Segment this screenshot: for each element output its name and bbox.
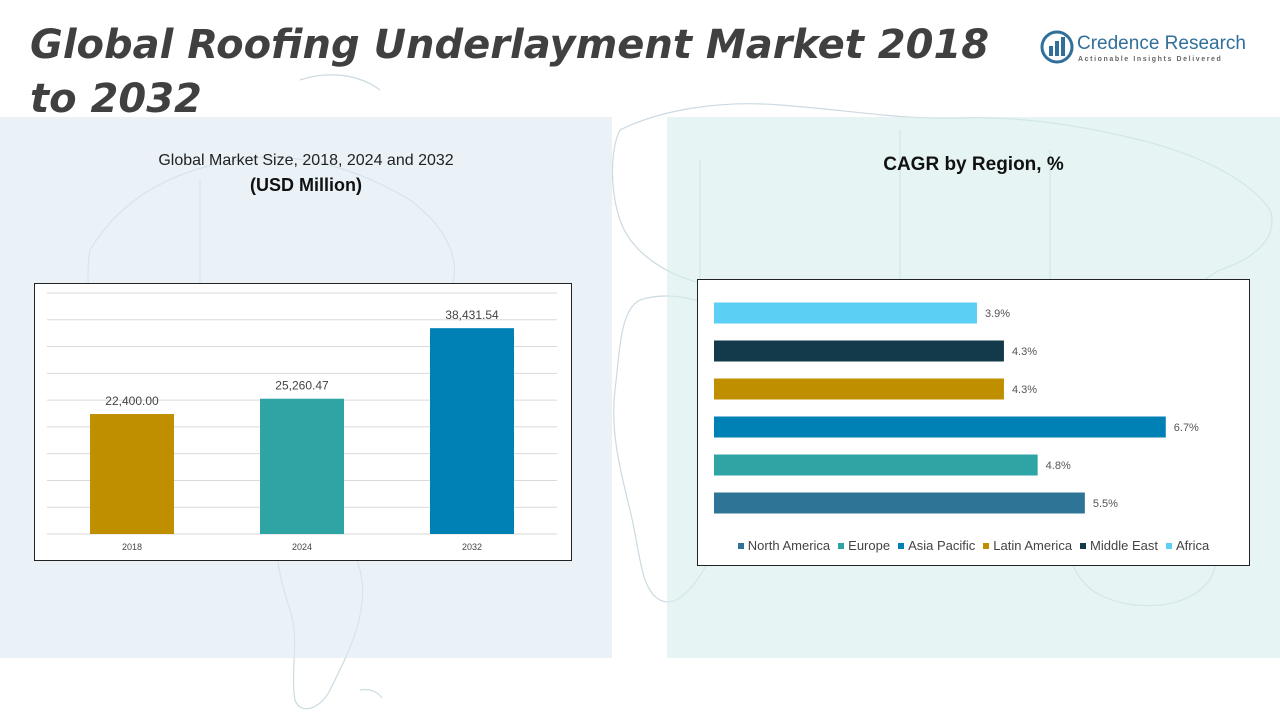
logo-tagline: Actionable Insights Delivered bbox=[1078, 56, 1223, 63]
legend-item-africa: Africa bbox=[1165, 538, 1210, 553]
legend-swatch bbox=[737, 542, 744, 549]
market-size-heading: Global Market Size, 2018, 2024 and 2032 … bbox=[0, 152, 612, 196]
legend-swatch bbox=[838, 542, 845, 549]
legend-item-europe: Europe bbox=[838, 538, 890, 553]
x-tick-label: 2032 bbox=[462, 542, 482, 552]
bar-asia-pacific bbox=[714, 416, 1166, 438]
cagr-chart: 3.9% 4.3% 4.3% 6.7% 4.8% 5.5% North America Eu… bbox=[697, 279, 1250, 566]
legend-label: Asia Pacific bbox=[908, 538, 976, 553]
cagr-legend: North America Europe Asia Pacific Latin Ame… bbox=[698, 538, 1249, 553]
market-size-title: Global Market Size, 2018, 2024 and 2032 bbox=[158, 152, 454, 169]
bar-2032 bbox=[430, 328, 514, 534]
cagr-bar-chart: 3.9% 4.3% 4.3% 6.7% 4.8% 5.5% bbox=[714, 302, 1199, 514]
legend-item-latin-america: Latin America bbox=[983, 538, 1072, 553]
bar-value-label: 5.5% bbox=[1093, 498, 1118, 510]
legend-swatch bbox=[1165, 542, 1172, 549]
bar-value-label: 4.3% bbox=[1012, 384, 1037, 396]
legend-label: North America bbox=[747, 538, 831, 553]
market-size-bar-chart: 22,400.00 2018 25,260.47 2024 38,431.54 2032 bbox=[47, 292, 557, 552]
bar-middle-east bbox=[714, 340, 1004, 362]
logo-name: Credence Research bbox=[1077, 33, 1246, 54]
legend-item-middle-east: Middle East bbox=[1080, 538, 1158, 553]
legend-label: Latin America bbox=[993, 538, 1073, 553]
cagr-title: CAGR by Region, % bbox=[883, 154, 1064, 175]
bar-latin-america bbox=[714, 378, 1004, 400]
x-tick-label: 2018 bbox=[122, 542, 142, 552]
bar-2024 bbox=[260, 398, 344, 534]
x-tick-label: 2024 bbox=[292, 542, 312, 552]
bar-europe bbox=[714, 454, 1038, 476]
legend-item-north-america: North America bbox=[737, 538, 831, 553]
legend-item-asia-pacific: Asia Pacific bbox=[898, 538, 975, 553]
legend-swatch bbox=[898, 542, 905, 549]
bar-value-label: 22,400.00 bbox=[105, 394, 159, 408]
bar-chart-logo-icon bbox=[1040, 30, 1074, 64]
bar-2018 bbox=[90, 414, 174, 534]
legend-label: Middle East bbox=[1090, 538, 1158, 553]
market-size-unit: (USD Million) bbox=[250, 175, 362, 195]
bar-value-label: 38,431.54 bbox=[445, 308, 499, 322]
bar-value-label: 25,260.47 bbox=[275, 379, 329, 393]
legend-label: Africa bbox=[1175, 538, 1210, 553]
bar-value-label: 4.3% bbox=[1012, 346, 1037, 358]
bar-africa bbox=[714, 302, 977, 324]
legend-swatch bbox=[983, 542, 990, 549]
bar-value-label: 3.9% bbox=[985, 308, 1010, 320]
market-size-chart: 22,400.00 2018 25,260.47 2024 38,431.54 2032 bbox=[34, 283, 572, 561]
legend-swatch bbox=[1080, 542, 1087, 549]
legend-label: Europe bbox=[848, 538, 891, 553]
page-title: Global Roofing Underlayment Market 2018 … bbox=[30, 22, 990, 122]
bar-north-america bbox=[714, 492, 1085, 514]
credence-research-logo: Credence Research Actionable Insights De… bbox=[1040, 30, 1260, 70]
bar-value-label: 4.8% bbox=[1046, 460, 1071, 472]
bar-value-label: 6.7% bbox=[1174, 422, 1199, 434]
